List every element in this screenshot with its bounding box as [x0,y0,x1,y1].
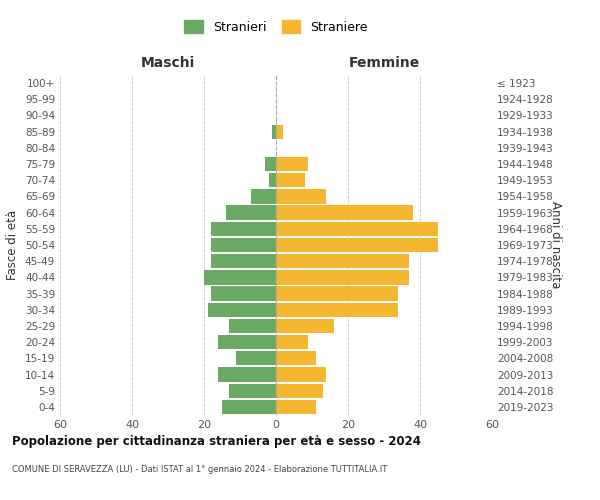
Bar [276,206,413,220]
Bar [272,124,276,139]
Bar [276,124,283,139]
Bar [211,254,276,268]
Bar [211,222,276,236]
Bar [276,319,334,333]
Bar [276,335,308,349]
Bar [218,335,276,349]
Y-axis label: Fasce di età: Fasce di età [7,210,19,280]
Bar [204,270,276,284]
Bar [276,173,305,188]
Bar [276,190,326,203]
Bar [269,173,276,188]
Bar [276,351,316,366]
Bar [276,238,438,252]
Bar [218,368,276,382]
Text: Maschi: Maschi [141,56,195,70]
Bar [208,302,276,317]
Bar [236,351,276,366]
Bar [276,400,316,414]
Bar [251,190,276,203]
Bar [276,157,308,171]
Bar [276,270,409,284]
Bar [276,384,323,398]
Bar [229,319,276,333]
Bar [211,238,276,252]
Text: Popolazione per cittadinanza straniera per età e sesso - 2024: Popolazione per cittadinanza straniera p… [12,435,421,448]
Bar [222,400,276,414]
Bar [229,384,276,398]
Bar [276,286,398,300]
Bar [226,206,276,220]
Bar [276,368,326,382]
Bar [276,222,438,236]
Bar [276,254,409,268]
Text: Femmine: Femmine [349,56,419,70]
Y-axis label: Anni di nascita: Anni di nascita [549,202,562,288]
Bar [265,157,276,171]
Bar [211,286,276,300]
Bar [276,302,398,317]
Legend: Stranieri, Straniere: Stranieri, Straniere [181,16,371,38]
Text: COMUNE DI SERAVEZZA (LU) - Dati ISTAT al 1° gennaio 2024 - Elaborazione TUTTITAL: COMUNE DI SERAVEZZA (LU) - Dati ISTAT al… [12,465,387,474]
